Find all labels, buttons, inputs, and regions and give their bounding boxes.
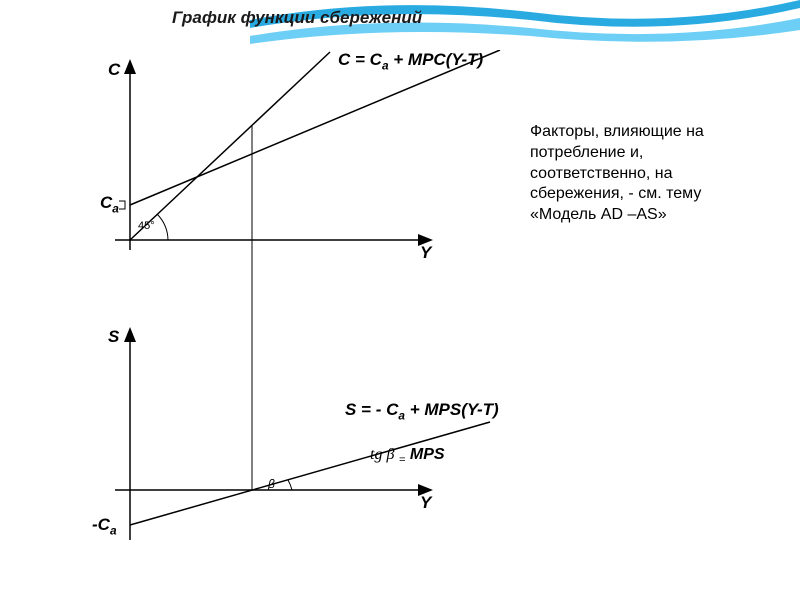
y-axis-label-bottom: Y xyxy=(420,493,431,513)
slope-label: tg β = MPS xyxy=(370,446,445,466)
beta-label: β xyxy=(268,477,275,491)
page-title: График функции сбережений xyxy=(172,8,422,28)
s-function-label: S = - Ca + MPS(Y-T) xyxy=(345,400,499,422)
s-axis-label: S xyxy=(108,327,119,347)
c-axis-label: C xyxy=(108,60,120,80)
c-function-label: C = Ca + MPC(Y-T) xyxy=(338,50,483,72)
neg-ca-label: -Ca xyxy=(92,515,117,537)
sidebar-text: Факторы, влияющие на потребление и, соот… xyxy=(530,122,766,226)
angle-45-label: 45° xyxy=(138,220,155,232)
y-axis-label-top: Y xyxy=(420,243,431,263)
ca-label: Ca xyxy=(100,193,119,215)
